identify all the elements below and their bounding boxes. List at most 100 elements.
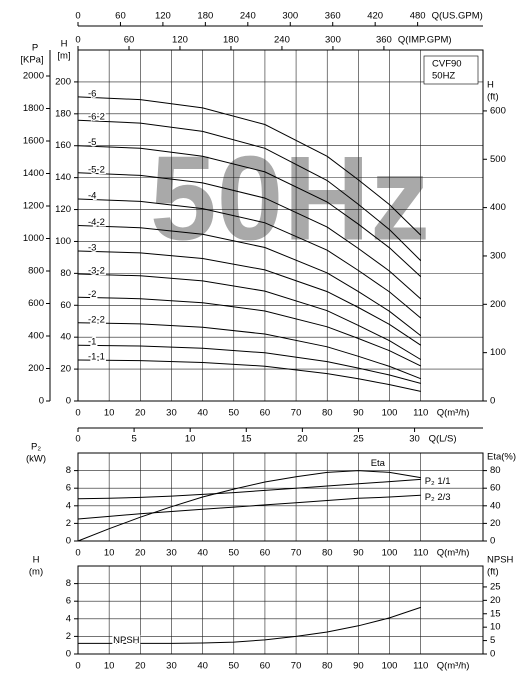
series-label: Eta <box>371 458 386 469</box>
series-label: P₂ 1/1 <box>425 476 451 487</box>
curve <box>77 296 421 367</box>
top-axis-tick-label: 0 <box>75 35 80 46</box>
series-label: -3 <box>88 243 96 254</box>
top-axis-tick-label: 360 <box>325 11 341 22</box>
plot-frame <box>77 452 484 542</box>
y2-axis-label: NPSH <box>487 555 514 566</box>
curve <box>77 145 422 277</box>
x-tick-label: 40 <box>197 548 208 559</box>
top-axis-tick-label: 360 <box>376 35 392 46</box>
x-tick-label: 30 <box>166 661 177 672</box>
series-label: -4-2 <box>88 217 105 228</box>
series-label: -1 <box>88 337 96 348</box>
curve <box>77 322 421 380</box>
x-tick-label: 80 <box>322 548 333 559</box>
top-axis-tick-label: 180 <box>223 35 239 46</box>
series-label: -2-2 <box>88 314 105 325</box>
x-tick-label: 40 <box>197 408 208 419</box>
top-axis-label: Q(US.GPM) <box>432 11 483 22</box>
curve <box>77 119 422 261</box>
y2-tick-label: 400 <box>490 202 506 213</box>
y-tick-label: 40 <box>60 332 71 343</box>
y-axis-label: H <box>61 39 68 50</box>
top-axis-tick-label: 180 <box>197 11 213 22</box>
series-label: -5-2 <box>88 164 105 175</box>
pressure-tick-label: 1800 <box>23 103 44 114</box>
series-label: -2 <box>88 289 96 300</box>
x-tick-label: 10 <box>104 661 115 672</box>
y2-tick-label: 60 <box>490 483 501 494</box>
y-tick-label: 160 <box>55 140 71 151</box>
y-tick-label: 8 <box>66 465 71 476</box>
y-tick-label: 100 <box>55 236 71 247</box>
pressure-tick-label: 800 <box>28 266 44 277</box>
watermark: 50Hz <box>150 132 430 266</box>
y-tick-label: 4 <box>66 500 71 511</box>
top-axis-tick-label: 240 <box>274 35 290 46</box>
top-axis-tick-label: 120 <box>172 35 188 46</box>
x-tick-label: 100 <box>382 548 398 559</box>
y-tick-label: 2 <box>66 631 71 642</box>
y-tick-label: 0 <box>66 649 71 660</box>
top-axis-tick-label: 60 <box>115 11 126 22</box>
curve <box>77 273 421 360</box>
y-tick-label: 0 <box>66 396 71 407</box>
y-tick-label: 180 <box>55 108 71 119</box>
y2-tick-label: 25 <box>490 581 501 592</box>
top-axis-tick-label: 300 <box>282 11 298 22</box>
top-axis-tick-label: 300 <box>325 35 341 46</box>
y-axis-label: H <box>33 555 40 566</box>
top-axis-label: Q(IMP.GPM) <box>398 35 452 46</box>
x-tick-label: 10 <box>104 408 115 419</box>
pressure-tick-label: 0 <box>39 396 44 407</box>
y2-tick-label: 100 <box>490 347 506 358</box>
y-tick-label: 4 <box>66 613 71 624</box>
y2-tick-label: 80 <box>490 465 501 476</box>
pressure-axis-label: P <box>32 43 38 54</box>
curve <box>77 344 421 384</box>
pressure-tick-label: 200 <box>28 363 44 374</box>
x-tick-label: 0 <box>75 661 80 672</box>
x-axis-label: Q(m³/h) <box>437 548 470 559</box>
x-tick-label: 80 <box>322 408 333 419</box>
y2-axis-label: Eta(%) <box>487 452 516 463</box>
x-tick-label: 70 <box>291 408 302 419</box>
y2-tick-label: 300 <box>490 250 506 261</box>
series-label: -5 <box>88 137 96 148</box>
x-tick-label: 90 <box>353 408 364 419</box>
y-axis-unit: [m] <box>57 51 70 62</box>
top-axis-tick-label: 25 <box>353 434 364 445</box>
y-tick-label: 60 <box>60 300 71 311</box>
pressure-tick-label: 1400 <box>23 168 44 179</box>
curve <box>77 96 422 236</box>
y2-tick-label: 0 <box>490 396 495 407</box>
top-axis-tick-label: 15 <box>241 434 252 445</box>
curve <box>77 478 421 500</box>
x-tick-label: 10 <box>104 548 115 559</box>
top-axis-tick-label: 120 <box>155 11 171 22</box>
y-tick-label: 8 <box>66 578 71 589</box>
y-tick-label: 6 <box>66 596 71 607</box>
top-axis-tick-label: 0 <box>75 11 80 22</box>
y-tick-label: 200 <box>55 76 71 87</box>
frequency-label: 50HZ <box>432 71 455 82</box>
pressure-tick-label: 400 <box>28 331 44 342</box>
pressure-tick-label: 600 <box>28 298 44 309</box>
model-label: CVF90 <box>432 59 462 70</box>
curve <box>77 172 422 300</box>
x-tick-label: 90 <box>353 661 364 672</box>
x-tick-label: 30 <box>166 548 177 559</box>
top-axis-tick-label: 30 <box>409 434 420 445</box>
y2-tick-label: 0 <box>490 649 495 660</box>
series-label: -3-2 <box>88 266 105 277</box>
y2-tick-label: 20 <box>490 595 501 606</box>
y2-axis-unit: (ft) <box>487 92 499 103</box>
series-label: -1-1 <box>88 352 105 363</box>
top-axis-tick-label: 5 <box>131 434 136 445</box>
top-axis-tick-label: 420 <box>367 11 383 22</box>
x-axis-label: Q(m³/h) <box>437 661 470 672</box>
x-tick-label: 0 <box>75 548 80 559</box>
x-tick-label: 60 <box>260 548 271 559</box>
x-tick-label: 50 <box>228 548 239 559</box>
x-tick-label: 20 <box>135 661 146 672</box>
